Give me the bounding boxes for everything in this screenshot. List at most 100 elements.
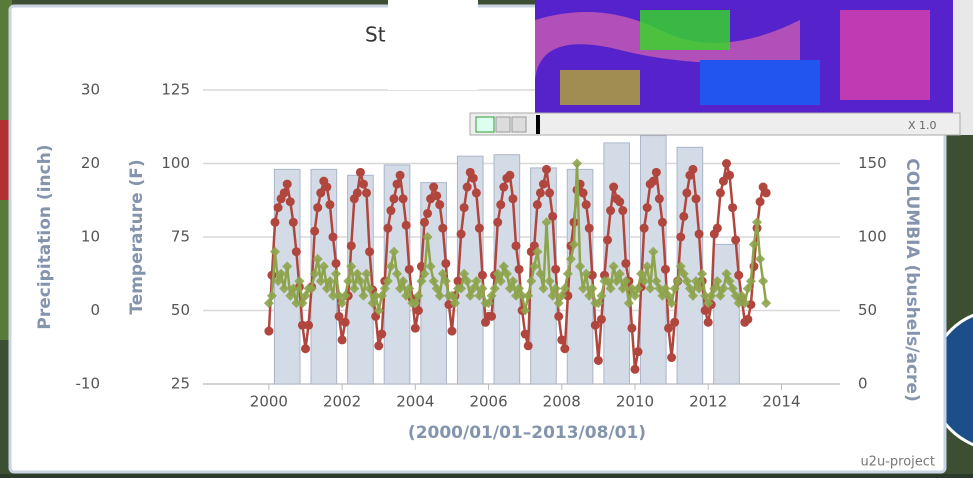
circle-marker — [615, 197, 624, 206]
x-tick-label: 2002 — [323, 393, 361, 411]
circle-marker — [658, 218, 667, 227]
x-tick-label: 2010 — [616, 393, 654, 411]
y3-tick-label: 10 — [81, 228, 100, 246]
circle-marker — [682, 188, 691, 197]
circle-marker — [609, 183, 618, 192]
circle-marker — [713, 224, 722, 233]
circle-marker — [338, 335, 347, 344]
y3-tick-label: 0 — [90, 301, 100, 319]
y2-tick-label: 100 — [858, 228, 887, 246]
circle-marker — [399, 194, 408, 203]
circle-marker — [328, 233, 337, 242]
circle-marker — [618, 206, 627, 215]
circle-marker — [627, 324, 636, 333]
circle-marker — [389, 194, 398, 203]
circle-marker — [402, 221, 411, 230]
circle-marker — [621, 259, 630, 268]
circle-marker — [499, 183, 508, 192]
y3-tick-label: 30 — [81, 81, 100, 99]
circle-marker — [463, 183, 472, 192]
circle-marker — [542, 165, 551, 174]
circle-marker — [447, 327, 456, 336]
circle-marker — [722, 159, 731, 168]
circle-marker — [554, 312, 563, 321]
circle-marker — [606, 206, 615, 215]
circle-marker — [441, 259, 450, 268]
circle-marker — [652, 168, 661, 177]
x-axis-title: (2000/01/01–2013/08/01) — [408, 423, 646, 443]
circle-marker — [545, 188, 554, 197]
circle-marker — [670, 318, 679, 327]
circle-marker — [643, 203, 652, 212]
circle-marker — [362, 188, 371, 197]
circle-marker — [420, 218, 429, 227]
y-axis-title: Temperature (F) — [127, 159, 147, 314]
cursor — [536, 115, 540, 134]
circle-marker — [597, 315, 606, 324]
circle-marker — [365, 247, 374, 256]
circle-marker — [383, 224, 392, 233]
y3-tick-label: -10 — [76, 375, 101, 393]
circle-marker — [386, 206, 395, 215]
circle-marker — [734, 271, 743, 280]
circle-marker — [264, 327, 273, 336]
circle-marker — [582, 200, 591, 209]
circle-marker — [469, 174, 478, 183]
circle-marker — [356, 168, 365, 177]
chart-title: St — [365, 23, 386, 47]
circle-marker — [725, 171, 734, 180]
x-tick-label: 2008 — [543, 393, 581, 411]
circle-marker — [301, 344, 310, 353]
circle-marker — [280, 188, 289, 197]
circle-marker — [743, 315, 752, 324]
circle-marker — [347, 241, 356, 250]
y-tick-label: 100 — [161, 154, 190, 172]
toolbar-button[interactable] — [512, 117, 526, 132]
circle-marker — [505, 171, 514, 180]
circle-marker — [393, 180, 402, 189]
x-tick-label: 2014 — [762, 393, 800, 411]
bar — [714, 244, 740, 384]
circle-marker — [457, 230, 466, 239]
circle-marker — [472, 188, 481, 197]
circle-marker — [274, 203, 283, 212]
circle-marker — [579, 188, 588, 197]
circle-marker — [496, 200, 505, 209]
circle-marker — [688, 165, 697, 174]
circle-marker — [536, 188, 545, 197]
circle-marker — [676, 233, 685, 242]
circle-marker — [270, 218, 279, 227]
circle-marker — [374, 341, 383, 350]
circle-marker — [432, 191, 441, 200]
circle-marker — [557, 335, 566, 344]
circle-marker — [762, 188, 771, 197]
y-tick-label: 125 — [161, 81, 190, 99]
x-tick-label: 2012 — [689, 393, 727, 411]
circle-marker — [704, 318, 713, 327]
y2-tick-label: 50 — [858, 301, 877, 319]
circle-marker — [341, 318, 350, 327]
x-tick-label: 2006 — [469, 393, 507, 411]
circle-marker — [313, 203, 322, 212]
screenshot: St 255075100125-100102030050100150200020… — [0, 0, 973, 474]
map-patch — [700, 60, 820, 105]
circle-marker — [310, 227, 319, 236]
circle-marker — [603, 235, 612, 244]
circle-marker — [283, 180, 292, 189]
circle-marker — [487, 312, 496, 321]
circle-marker — [515, 265, 524, 274]
circle-marker — [493, 218, 502, 227]
circle-marker — [396, 171, 405, 180]
toolbar-button[interactable] — [476, 117, 494, 132]
map-patch — [640, 10, 730, 50]
circle-marker — [756, 197, 765, 206]
circle-marker — [695, 230, 704, 239]
circle-marker — [585, 224, 594, 233]
toolbar-button[interactable] — [496, 117, 510, 132]
circle-marker — [322, 183, 331, 192]
circle-marker — [630, 365, 639, 374]
y2-axis-title: COLUMBIA (bushels/acre) — [902, 158, 922, 401]
circle-marker — [438, 224, 447, 233]
circle-marker — [377, 330, 386, 339]
circle-marker — [353, 188, 362, 197]
